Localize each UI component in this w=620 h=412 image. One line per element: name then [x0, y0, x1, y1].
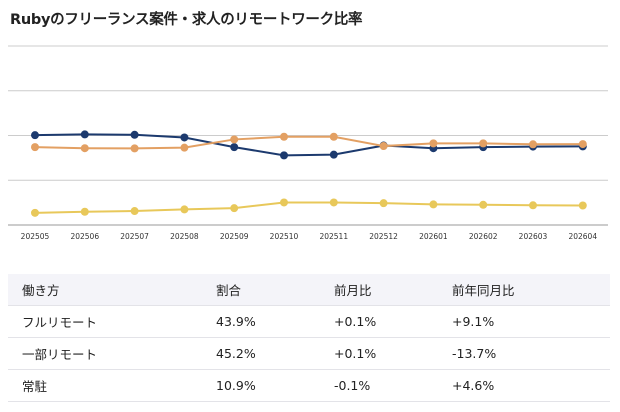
data-point — [180, 133, 189, 142]
cell: 45.2% — [202, 337, 320, 370]
data-point — [130, 207, 139, 216]
x-tick-label: 202506 — [70, 232, 99, 241]
x-tick-label: 202602 — [469, 232, 498, 241]
cell: +0.1% — [320, 337, 438, 370]
x-tick-label: 202603 — [519, 232, 548, 241]
data-point — [180, 205, 189, 214]
data-point — [80, 144, 89, 153]
cell: +0.1% — [320, 305, 438, 338]
cell: -13.7% — [438, 337, 610, 370]
data-point — [578, 201, 587, 210]
data-point — [429, 139, 438, 148]
data-point — [329, 150, 338, 159]
data-point — [578, 140, 587, 149]
cell: 10.9% — [202, 369, 320, 402]
chart-title: Rubyのフリーランス案件・求人のリモートワーク比率 — [10, 12, 363, 28]
data-point — [80, 207, 89, 216]
data-point — [280, 151, 288, 160]
data-point — [429, 200, 438, 209]
table-row: 一部リモート 45.2% +0.1% -13.7% — [8, 337, 610, 370]
header-mom: 前月比 — [320, 274, 438, 306]
cell: +4.6% — [438, 369, 610, 402]
cell: +9.1% — [438, 305, 610, 338]
cell: フルリモート — [8, 305, 202, 338]
series-line-0 — [34, 133, 583, 157]
cell: 43.9% — [202, 305, 320, 338]
data-point — [31, 143, 39, 152]
data-point — [230, 204, 239, 213]
data-point — [130, 144, 139, 153]
x-tick-label: 202512 — [369, 232, 398, 241]
data-point — [230, 143, 239, 152]
data-point — [280, 198, 288, 207]
data-point — [230, 135, 239, 144]
x-tick-label: 202604 — [568, 232, 597, 241]
table-header-row: 働き方 割合 前月比 前年同月比 — [8, 274, 610, 306]
data-point — [529, 201, 537, 210]
data-point — [280, 132, 288, 141]
table-row: 常駐 10.9% -0.1% +4.6% — [8, 369, 610, 402]
series-line-1 — [34, 135, 583, 150]
data-point — [529, 140, 537, 149]
data-point — [329, 132, 338, 141]
data-point — [479, 139, 488, 148]
table-row: フルリモート 43.9% +0.1% +9.1% — [8, 305, 610, 338]
header-work-style: 働き方 — [8, 274, 202, 306]
line-chart: 202505 202506 202507 202508 202509 202510 2025… — [8, 45, 608, 241]
data-point — [379, 199, 388, 208]
x-tick-label: 202510 — [270, 232, 299, 241]
x-tick-label: 202601 — [419, 232, 448, 241]
data-point — [31, 131, 39, 140]
series-line-2 — [34, 201, 583, 214]
data-point — [130, 130, 139, 139]
data-point — [80, 130, 89, 139]
data-point — [379, 142, 388, 151]
data-point — [31, 208, 39, 217]
header-ratio: 割合 — [202, 274, 320, 306]
cell: 常駐 — [8, 369, 202, 402]
cell: -0.1% — [320, 369, 438, 402]
cell: 一部リモート — [8, 337, 202, 370]
x-tick-label: 202511 — [319, 232, 348, 241]
data-point — [329, 198, 338, 207]
x-tick-label: 202509 — [220, 232, 249, 241]
x-tick-label: 202508 — [170, 232, 199, 241]
header-yoy: 前年同月比 — [438, 274, 610, 306]
remote-ratio-table: 働き方 割合 前月比 前年同月比 フルリモート 43.9% +0.1% +9.1% 一… — [8, 274, 610, 402]
x-tick-label: 202507 — [120, 232, 149, 241]
x-tick-label: 202505 — [21, 232, 50, 241]
data-point — [180, 143, 189, 152]
data-point — [479, 200, 488, 209]
